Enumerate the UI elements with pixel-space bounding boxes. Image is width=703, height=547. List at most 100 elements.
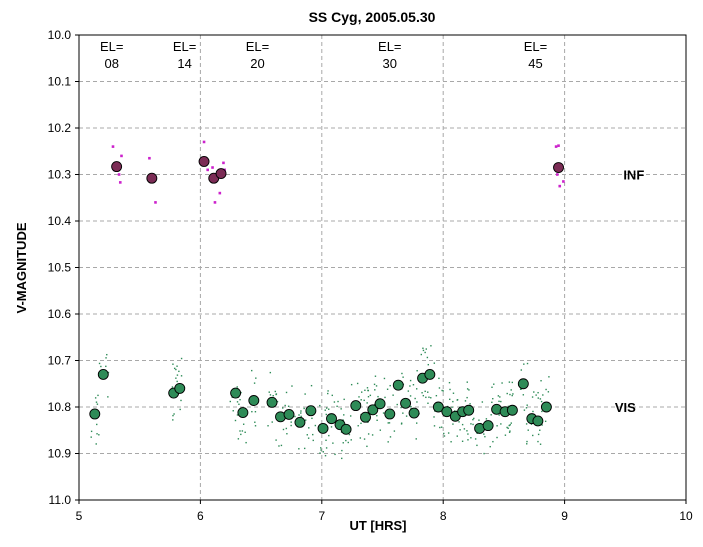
vis-raw-point	[476, 444, 478, 447]
vis-data-point	[482, 420, 494, 432]
vis-raw-point	[498, 414, 500, 416]
vis-raw-point	[542, 394, 544, 396]
vis-raw-point	[172, 363, 174, 365]
vis-raw-point	[180, 357, 183, 360]
y-tick-label: 10.5	[48, 261, 72, 275]
vis-raw-point	[459, 429, 461, 431]
vis-raw-point	[422, 349, 425, 352]
vis-raw-point	[327, 390, 329, 392]
vis-data-point	[506, 404, 518, 416]
vis-raw-point	[526, 362, 529, 365]
vis-raw-point	[548, 376, 550, 378]
vis-raw-point	[449, 388, 451, 391]
vis-raw-point	[545, 388, 547, 391]
vis-raw-point	[367, 396, 370, 398]
vis-raw-point	[276, 400, 279, 403]
vis-raw-point	[523, 363, 525, 365]
vis-raw-point	[443, 432, 445, 435]
elevation-annotation-value: 45	[528, 56, 542, 71]
vis-data-point	[360, 411, 371, 423]
vis-raw-point	[531, 396, 534, 398]
vis-raw-point	[544, 420, 547, 423]
vis-data-point	[424, 369, 436, 380]
vis-raw-point	[240, 433, 242, 436]
vis-raw-point	[298, 414, 300, 416]
vis-raw-point	[540, 400, 543, 403]
vis-raw-point	[389, 384, 391, 387]
vis-raw-point	[291, 385, 293, 387]
vis-raw-point	[512, 393, 514, 395]
vis-data-point	[400, 397, 412, 409]
series-labels: INF VIS	[615, 168, 645, 416]
vis-raw-point	[466, 430, 468, 432]
vis-raw-point	[491, 401, 493, 404]
y-tick-labels: 10.0 10.1 10.2 10.3 10.4 10.5 10.6 10.7 10.8 10.9…	[48, 28, 79, 507]
inf-data-point	[146, 172, 158, 184]
vis-raw-point	[491, 386, 493, 388]
vis-raw-point	[254, 421, 256, 423]
vis-raw-point	[238, 403, 240, 405]
vis-raw-point	[382, 412, 385, 414]
vis-raw-point	[435, 394, 438, 397]
vis-data-point	[97, 369, 109, 380]
vis-raw-point	[303, 407, 305, 410]
vis-raw-point	[469, 403, 471, 405]
vis-raw-point	[422, 347, 424, 349]
vis-raw-point	[367, 421, 369, 423]
vis-data-point	[408, 407, 420, 419]
vis-raw-point	[269, 371, 272, 374]
vis-raw-point	[374, 389, 376, 391]
vis-raw-point	[312, 439, 314, 442]
vis-raw-point	[94, 397, 97, 399]
vis-raw-point	[496, 425, 498, 427]
vis-raw-point	[433, 416, 435, 418]
vis-raw-point	[501, 382, 503, 384]
vis-data-point	[463, 404, 475, 416]
vis-data-point	[230, 387, 242, 399]
vis-raw-point	[373, 383, 376, 386]
elevation-annotation-label: EL=	[100, 39, 124, 54]
x-tick-label: 9	[561, 509, 568, 523]
vis-raw-point	[450, 441, 452, 443]
vis-raw-point	[433, 425, 436, 427]
vis-raw-point	[400, 406, 402, 409]
vis-raw-point	[484, 435, 486, 438]
vis-raw-point	[483, 433, 485, 435]
vis-raw-point	[95, 443, 97, 445]
vis-raw-point	[533, 391, 535, 393]
vis-raw-point	[461, 440, 464, 442]
y-axis-label: V-MAGNITUDE	[14, 222, 29, 313]
vis-raw-point	[245, 441, 247, 444]
vis-raw-point	[511, 394, 513, 397]
vis-raw-point	[285, 391, 288, 394]
vis-raw-point	[510, 422, 512, 424]
vis-raw-point	[426, 356, 429, 359]
vis-raw-point	[425, 396, 427, 399]
x-tick-labels: 5 6 7 8 9 10	[76, 500, 693, 523]
vis-raw-point	[474, 438, 477, 440]
vis-raw-point	[547, 391, 550, 393]
inf-raw-point	[558, 184, 562, 188]
vis-raw-point	[405, 415, 408, 417]
vis-raw-point	[443, 435, 446, 437]
elevation-annotation-label: EL=	[246, 39, 270, 54]
vis-raw-point	[173, 367, 176, 370]
vis-raw-point	[280, 444, 283, 447]
vis-raw-point	[508, 431, 511, 433]
vis-raw-point	[400, 422, 403, 424]
vis-raw-point	[452, 400, 454, 403]
vis-data-point	[266, 396, 278, 408]
inf-raw-point	[556, 173, 559, 176]
vis-data-point	[367, 404, 379, 416]
vis-data-point	[237, 407, 249, 419]
elevation-annotation-label: EL=	[378, 39, 402, 54]
vis-raw-point	[98, 362, 101, 365]
inf-raw-point	[148, 156, 151, 160]
vis-raw-point	[427, 391, 429, 393]
y-tick-label: 10.9	[48, 447, 72, 461]
vis-data-point	[305, 405, 317, 417]
vis-raw-point	[360, 422, 362, 425]
vis-raw-point	[499, 396, 501, 398]
vis-raw-point	[424, 351, 426, 354]
vis-raw-point	[363, 399, 365, 402]
